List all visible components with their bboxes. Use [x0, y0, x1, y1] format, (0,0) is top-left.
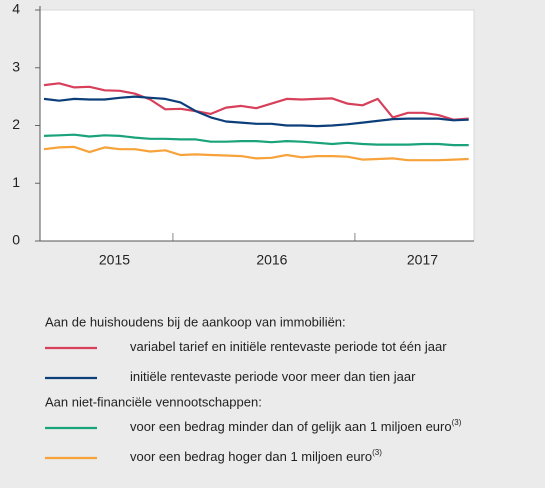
legend-note: (3): [452, 418, 462, 427]
legend-label-text: voor een bedrag hoger dan 1 miljoen euro: [130, 449, 372, 464]
series-line: [43, 145, 469, 162]
series-line: [43, 82, 469, 121]
legend-label: voor een bedrag minder dan of gelijk aan…: [130, 418, 462, 434]
plot-area: [39, 9, 475, 242]
legend-note: (3): [372, 448, 382, 457]
x-tick-label: 2017: [407, 252, 438, 268]
y-tick-label: 3: [12, 58, 20, 74]
series-line: [43, 133, 469, 147]
y-tick-label: 0: [12, 232, 20, 248]
legend-label: variabel tarief en initiële rentevaste p…: [130, 339, 447, 354]
legend-label-text: voor een bedrag minder dan of gelijk aan…: [130, 419, 452, 434]
legend-label-text: initiële rentevaste periode voor meer da…: [130, 369, 416, 384]
y-tick-label: 4: [12, 1, 20, 17]
legend: Aan de huishoudens bij de aankoop van im…: [45, 314, 462, 464]
legend-label-text: variabel tarief en initiële rentevaste p…: [130, 339, 447, 354]
legend-label: voor een bedrag hoger dan 1 miljoen euro…: [130, 448, 382, 464]
y-tick-label: 1: [12, 174, 20, 190]
legend-group-title: Aan niet-financiële vennootschappen:: [45, 394, 262, 409]
y-tick-label: 2: [12, 116, 20, 132]
legend-label: initiële rentevaste periode voor meer da…: [130, 369, 416, 384]
legend-group-title: Aan de huishoudens bij de aankoop van im…: [45, 314, 346, 329]
x-tick-label: 2016: [256, 252, 287, 268]
x-tick-label: 2015: [99, 252, 130, 268]
series-line: [43, 95, 469, 128]
